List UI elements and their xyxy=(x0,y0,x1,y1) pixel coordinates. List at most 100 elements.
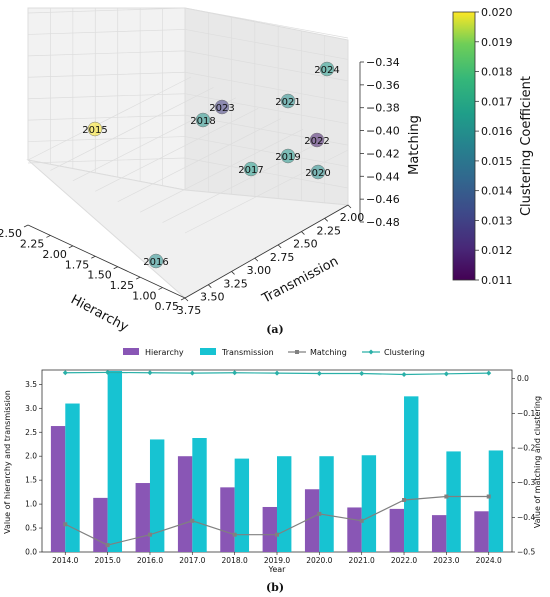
y-tick-mark xyxy=(324,218,328,222)
lines xyxy=(62,369,492,548)
x-tick-label: 2.50 xyxy=(0,227,22,240)
x-axis-line xyxy=(27,224,186,299)
y-tick-mark xyxy=(208,284,212,288)
x-tick-label: 1.25 xyxy=(110,279,135,292)
y2-tick-label: −0.5 xyxy=(517,548,535,557)
y2-axis-label-b: Value of matching and clustering xyxy=(533,396,542,528)
z-tick-label: −0.42 xyxy=(366,147,400,160)
x-tick-label: 2.00 xyxy=(42,248,67,261)
bar-transmission xyxy=(319,456,334,552)
x-tick-label: 2.25 xyxy=(20,237,45,250)
point-marker xyxy=(319,61,335,77)
y-tick-mark xyxy=(184,297,189,302)
pane-left xyxy=(27,7,186,191)
marker-clustering xyxy=(62,370,68,376)
grid-line xyxy=(139,128,304,213)
bar-hierarchy xyxy=(304,489,320,552)
bar-hierarchy xyxy=(177,456,193,552)
y-tick-mark xyxy=(347,204,352,209)
scatter-point: 2023 xyxy=(209,99,235,115)
scatter-point: 2019 xyxy=(275,148,301,164)
colorbar-tick-label: 0.018 xyxy=(481,66,513,79)
z-tick-label: −0.38 xyxy=(366,102,400,115)
colorbar-tick-label: 0.019 xyxy=(481,36,513,49)
y-tick-label: 0.5 xyxy=(25,524,37,533)
y-tick-label: 2.0 xyxy=(25,452,37,461)
legend-marker xyxy=(368,349,374,355)
y-tick-label: 2.25 xyxy=(316,224,341,237)
marker-clustering xyxy=(316,370,322,376)
x-axis-label-b: Year xyxy=(268,565,287,574)
marker-clustering xyxy=(105,369,111,375)
point-marker xyxy=(280,93,296,109)
colorbar-tick-label: 0.014 xyxy=(481,185,513,198)
scatter-point: 2020 xyxy=(305,164,331,180)
y2-tick-label: −0.1 xyxy=(517,409,535,418)
bar-transmission xyxy=(277,456,292,552)
marker-clustering xyxy=(486,370,492,376)
bar-hierarchy xyxy=(50,426,66,552)
legend-swatch xyxy=(200,348,216,355)
y-tick-mark xyxy=(254,257,259,262)
x-tick-label: 2023.0 xyxy=(433,556,459,565)
y-tick-mark xyxy=(231,271,235,275)
marker-matching xyxy=(190,518,195,523)
colorbar xyxy=(452,11,476,281)
grid-line xyxy=(27,157,349,189)
legend-swatch xyxy=(123,348,139,355)
legend-label: Transmission xyxy=(221,348,274,357)
x-tick-label: 2020.0 xyxy=(306,556,332,565)
x-tick-mark xyxy=(23,224,29,228)
y2-tick-label: −0.2 xyxy=(517,444,535,453)
legend-label: Matching xyxy=(310,348,347,357)
marker-clustering xyxy=(232,370,238,376)
z-tick-label: −0.48 xyxy=(366,216,400,229)
y-tick-label: 3.25 xyxy=(223,277,248,290)
x-tick-mark xyxy=(180,297,186,301)
x-tick-label: 2019.0 xyxy=(264,556,290,565)
legend-label: Hierarchy xyxy=(145,348,184,357)
x-tick-label: 2016.0 xyxy=(137,556,163,565)
marker-clustering xyxy=(189,370,195,376)
bar-hierarchy xyxy=(431,515,447,552)
marker-clustering xyxy=(443,371,449,377)
point-label: 2021 xyxy=(275,97,300,108)
legend-marker xyxy=(295,350,299,354)
bar-transmission xyxy=(446,451,461,552)
marker-matching xyxy=(147,532,152,537)
bar-hierarchy xyxy=(389,508,405,552)
grid-line xyxy=(27,76,192,161)
legend-item: Clustering xyxy=(362,348,425,357)
y-axis-line xyxy=(184,204,349,299)
legend: Hierarchy Transmission Matching Clustering xyxy=(123,348,425,357)
grid-line xyxy=(95,107,259,192)
grid-line xyxy=(50,87,214,171)
x-tick-label: 1.50 xyxy=(87,269,112,282)
marker-matching xyxy=(317,511,322,516)
legend-item: Matching xyxy=(288,348,347,357)
x-tick-mark xyxy=(68,245,74,249)
y2-tick-label: −0.3 xyxy=(517,478,535,487)
point-marker xyxy=(148,253,164,269)
bar-hierarchy xyxy=(93,497,108,552)
grid-3d xyxy=(27,7,349,234)
x-tick-label: 2021.0 xyxy=(349,556,375,565)
bar-transmission xyxy=(488,450,504,552)
legend-item: Hierarchy xyxy=(123,348,184,357)
x-tick-label: 0.75 xyxy=(155,300,180,313)
bars xyxy=(50,370,504,552)
colorbar-tick-label: 0.013 xyxy=(481,214,513,227)
grid-line xyxy=(162,139,326,223)
y-tick-label: 3.0 xyxy=(25,404,37,413)
point-marker xyxy=(280,148,296,164)
scatter-point: 2015 xyxy=(82,121,108,137)
x-tick-label: 2017.0 xyxy=(179,556,205,565)
y-tick-label: 1.5 xyxy=(25,476,37,485)
bar-transmission xyxy=(234,458,250,552)
bar-transmission xyxy=(404,396,419,552)
x-tick-label: 2014.0 xyxy=(52,556,78,565)
legend-item: Transmission xyxy=(200,348,274,357)
marker-matching xyxy=(486,494,491,499)
bar-transmission xyxy=(149,439,165,552)
marker-matching xyxy=(275,532,279,537)
